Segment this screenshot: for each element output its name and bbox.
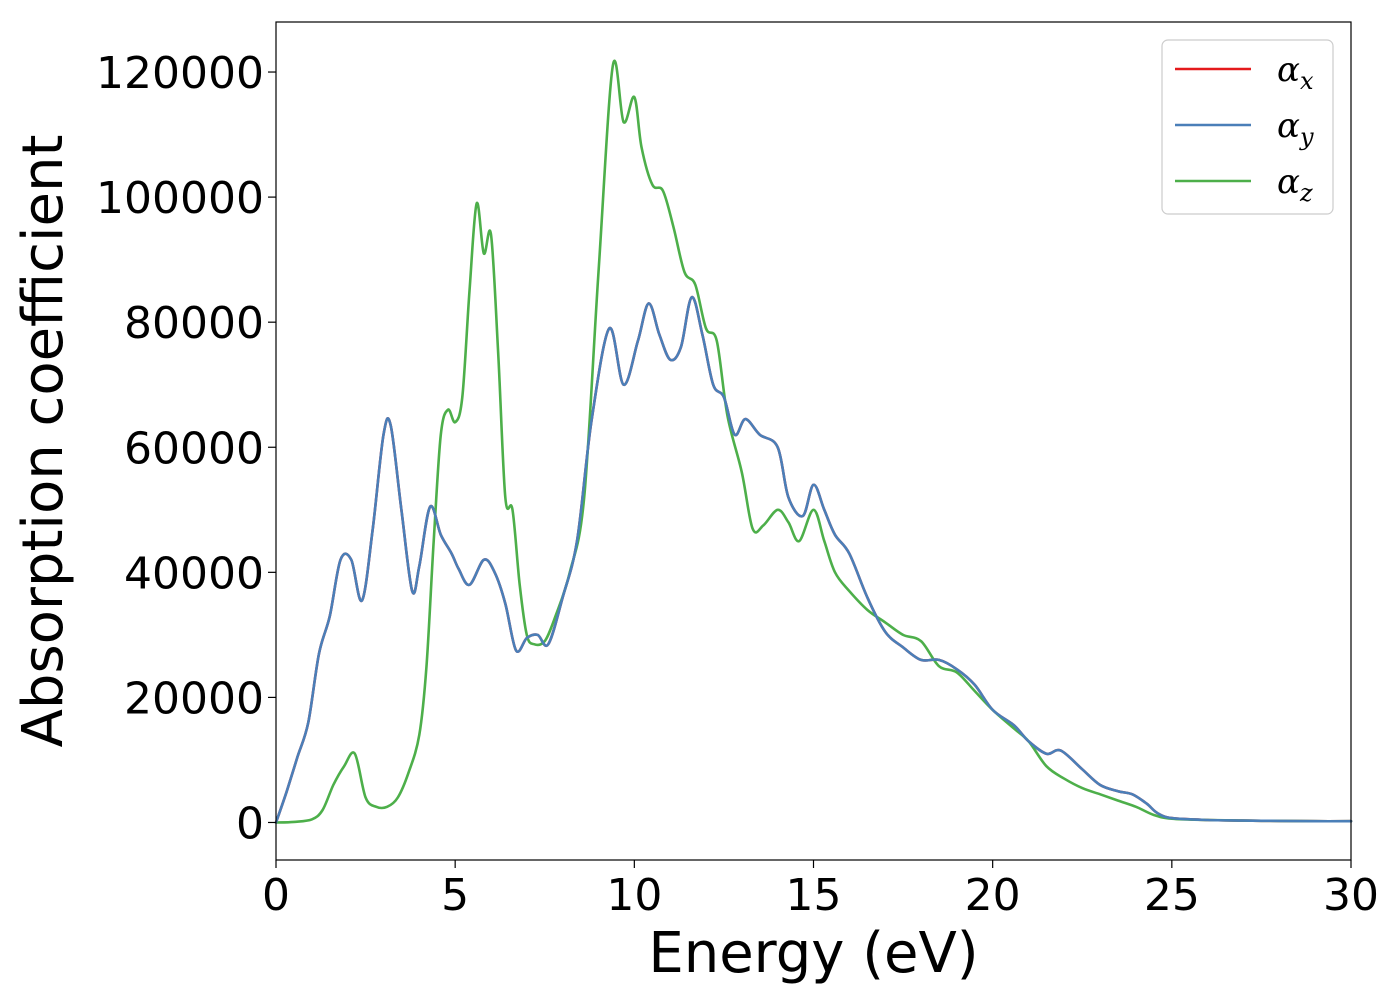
x-tick-label: 5	[441, 870, 469, 921]
y-axis-label: Absorption coefficient	[11, 135, 76, 748]
series-layer	[274, 59, 1353, 824]
legend-box	[1161, 39, 1334, 215]
x-axis-label: Energy (eV)	[648, 921, 978, 986]
legend-label-z: αz	[1277, 162, 1313, 207]
y-tick-label: 100000	[96, 173, 264, 224]
y-tick-label: 60000	[124, 423, 264, 474]
y-tick-label: 80000	[124, 298, 264, 349]
series-line-z	[274, 59, 1353, 824]
x-tick-label: 10	[606, 870, 662, 921]
x-tick-label: 0	[262, 870, 290, 921]
series-line-x	[274, 295, 1353, 824]
x-tick-label: 30	[1323, 870, 1379, 921]
x-tick-label: 15	[786, 870, 842, 921]
x-axis: 0 5 10 15 20 25 30	[262, 860, 1379, 921]
y-tick-label: 0	[236, 798, 264, 849]
y-axis: 0 20000 40000 60000 80000 100000 120000	[96, 48, 276, 849]
x-tick-label: 20	[965, 870, 1021, 921]
y-tick-label: 40000	[124, 548, 264, 599]
series-line-y	[274, 295, 1353, 824]
y-tick-label: 120000	[96, 48, 264, 99]
y-tick-label: 20000	[124, 673, 264, 724]
x-tick-label: 25	[1144, 870, 1200, 921]
